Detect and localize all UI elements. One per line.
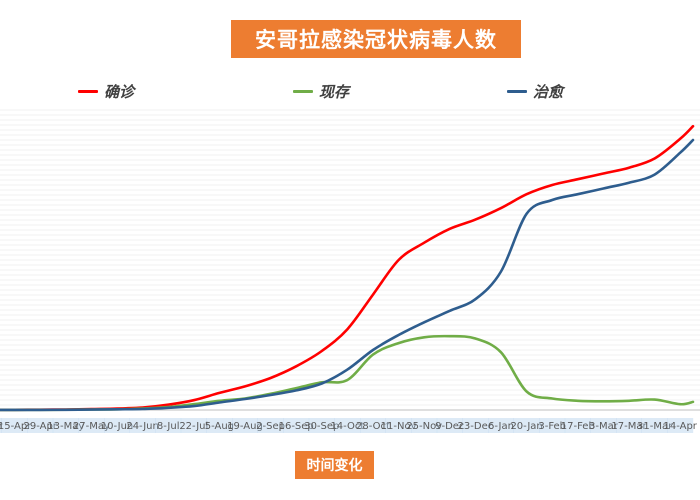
- series-line-active: [0, 334, 695, 412]
- x-tick-label: 9-Dec: [435, 421, 464, 432]
- x-tick-highlight: [155, 418, 182, 433]
- legend-swatch-active: [293, 89, 313, 93]
- legend-label-recovered: 治愈: [533, 82, 564, 101]
- x-tick-highlight: [180, 418, 207, 433]
- legend-item-recovered: 治愈: [507, 81, 563, 101]
- legend-item-confirmed: 确诊: [78, 81, 134, 101]
- x-tick-highlight: [539, 418, 566, 433]
- x-tick-label: 6-Jan: [488, 421, 514, 432]
- legend-label-active: 现存: [319, 82, 350, 101]
- x-tick-label: 13-May: [47, 421, 84, 432]
- legend-swatch-confirmed: [78, 89, 98, 93]
- x-tick-label: 10-Jun: [101, 421, 134, 432]
- x-tick-highlight: [667, 418, 694, 433]
- x-axis-label: 时间变化: [306, 458, 363, 474]
- x-tick-label: 17-Feb: [561, 421, 595, 432]
- x-tick-label: 22-Jul: [179, 421, 208, 432]
- x-tick-highlight: [1, 418, 28, 433]
- x-tick-label: 5-Aug: [205, 421, 234, 432]
- x-tick-highlight: [385, 418, 412, 433]
- x-tick-highlight: [488, 418, 514, 433]
- x-tick-highlight: [641, 418, 668, 433]
- x-tick-label: 2-Sep: [256, 421, 285, 432]
- legend-item-active: 现存: [293, 81, 349, 101]
- x-tick-label: 3-Feb: [538, 421, 566, 432]
- x-tick-highlight: [27, 418, 54, 433]
- x-tick-highlight: [334, 418, 361, 433]
- series-line-confirmed: [0, 124, 695, 412]
- series-line-recovered: [0, 138, 695, 412]
- x-tick-label: 1-Apr: [0, 421, 3, 432]
- x-tick-label: 29-Apr: [23, 421, 57, 432]
- x-tick-highlight: [462, 418, 489, 433]
- x-tick-label: 14-Oct: [330, 421, 364, 432]
- x-tick-highlight: [564, 418, 591, 433]
- x-tick-label: 23-Dec: [458, 421, 494, 432]
- x-tick-highlight: [206, 418, 233, 433]
- x-tick-highlight: [104, 418, 130, 433]
- x-axis-label-box: 时间变化: [295, 451, 374, 479]
- x-tick-highlight: [590, 418, 617, 433]
- chart-title: 安哥拉感染冠状病毒人数: [255, 28, 497, 52]
- legend-swatch-recovered: [507, 89, 527, 93]
- x-tick-highlight: [283, 418, 310, 433]
- x-tick-label: 17-Mar: [611, 421, 647, 432]
- legend-label-confirmed: 确诊: [104, 82, 135, 101]
- x-tick-label: 31-Mar: [637, 421, 673, 432]
- x-tick-highlight: [78, 418, 105, 433]
- x-tick-label: 14-Apr: [663, 421, 697, 432]
- x-tick-label: 24-Jun: [126, 421, 159, 432]
- x-tick-highlight: [0, 418, 2, 433]
- x-tick-highlight: [52, 418, 79, 433]
- x-tick-labels: 1-Apr15-Apr29-Apr13-May27-May10-Jun24-Ju…: [0, 418, 698, 433]
- x-tick-highlight: [257, 418, 284, 433]
- x-tick-highlight: [436, 418, 463, 433]
- series-layer: [0, 124, 695, 412]
- x-tick-label: 3-Mar: [589, 421, 619, 432]
- x-tick-highlight: [513, 418, 540, 433]
- x-tick-label: 25-Nov: [406, 421, 442, 432]
- grid-layer: [0, 109, 700, 411]
- x-tick-label: 15-Apr: [0, 421, 32, 432]
- x-tick-label: 8-Jul: [157, 421, 180, 432]
- x-tick-highlight: [129, 418, 156, 433]
- x-tick-label: 16-Sep: [279, 421, 314, 432]
- x-tick-highlight: [232, 418, 258, 433]
- x-tick-label: 30-Sep: [304, 421, 339, 432]
- x-tick-highlight: [411, 418, 438, 433]
- x-tick-label: 11-Nov: [381, 421, 417, 432]
- x-tick-highlight: [616, 418, 642, 433]
- x-tick-label: 20-Jan: [510, 421, 542, 432]
- x-tick-highlight: [308, 418, 335, 433]
- x-tick-label: 19-Aug: [227, 421, 263, 432]
- x-tick-label: 28-Oct: [356, 421, 390, 432]
- x-tick-label: 27-May: [73, 421, 110, 432]
- chart-title-box: 安哥拉感染冠状病毒人数: [231, 20, 521, 58]
- x-tick-highlight: [360, 418, 386, 433]
